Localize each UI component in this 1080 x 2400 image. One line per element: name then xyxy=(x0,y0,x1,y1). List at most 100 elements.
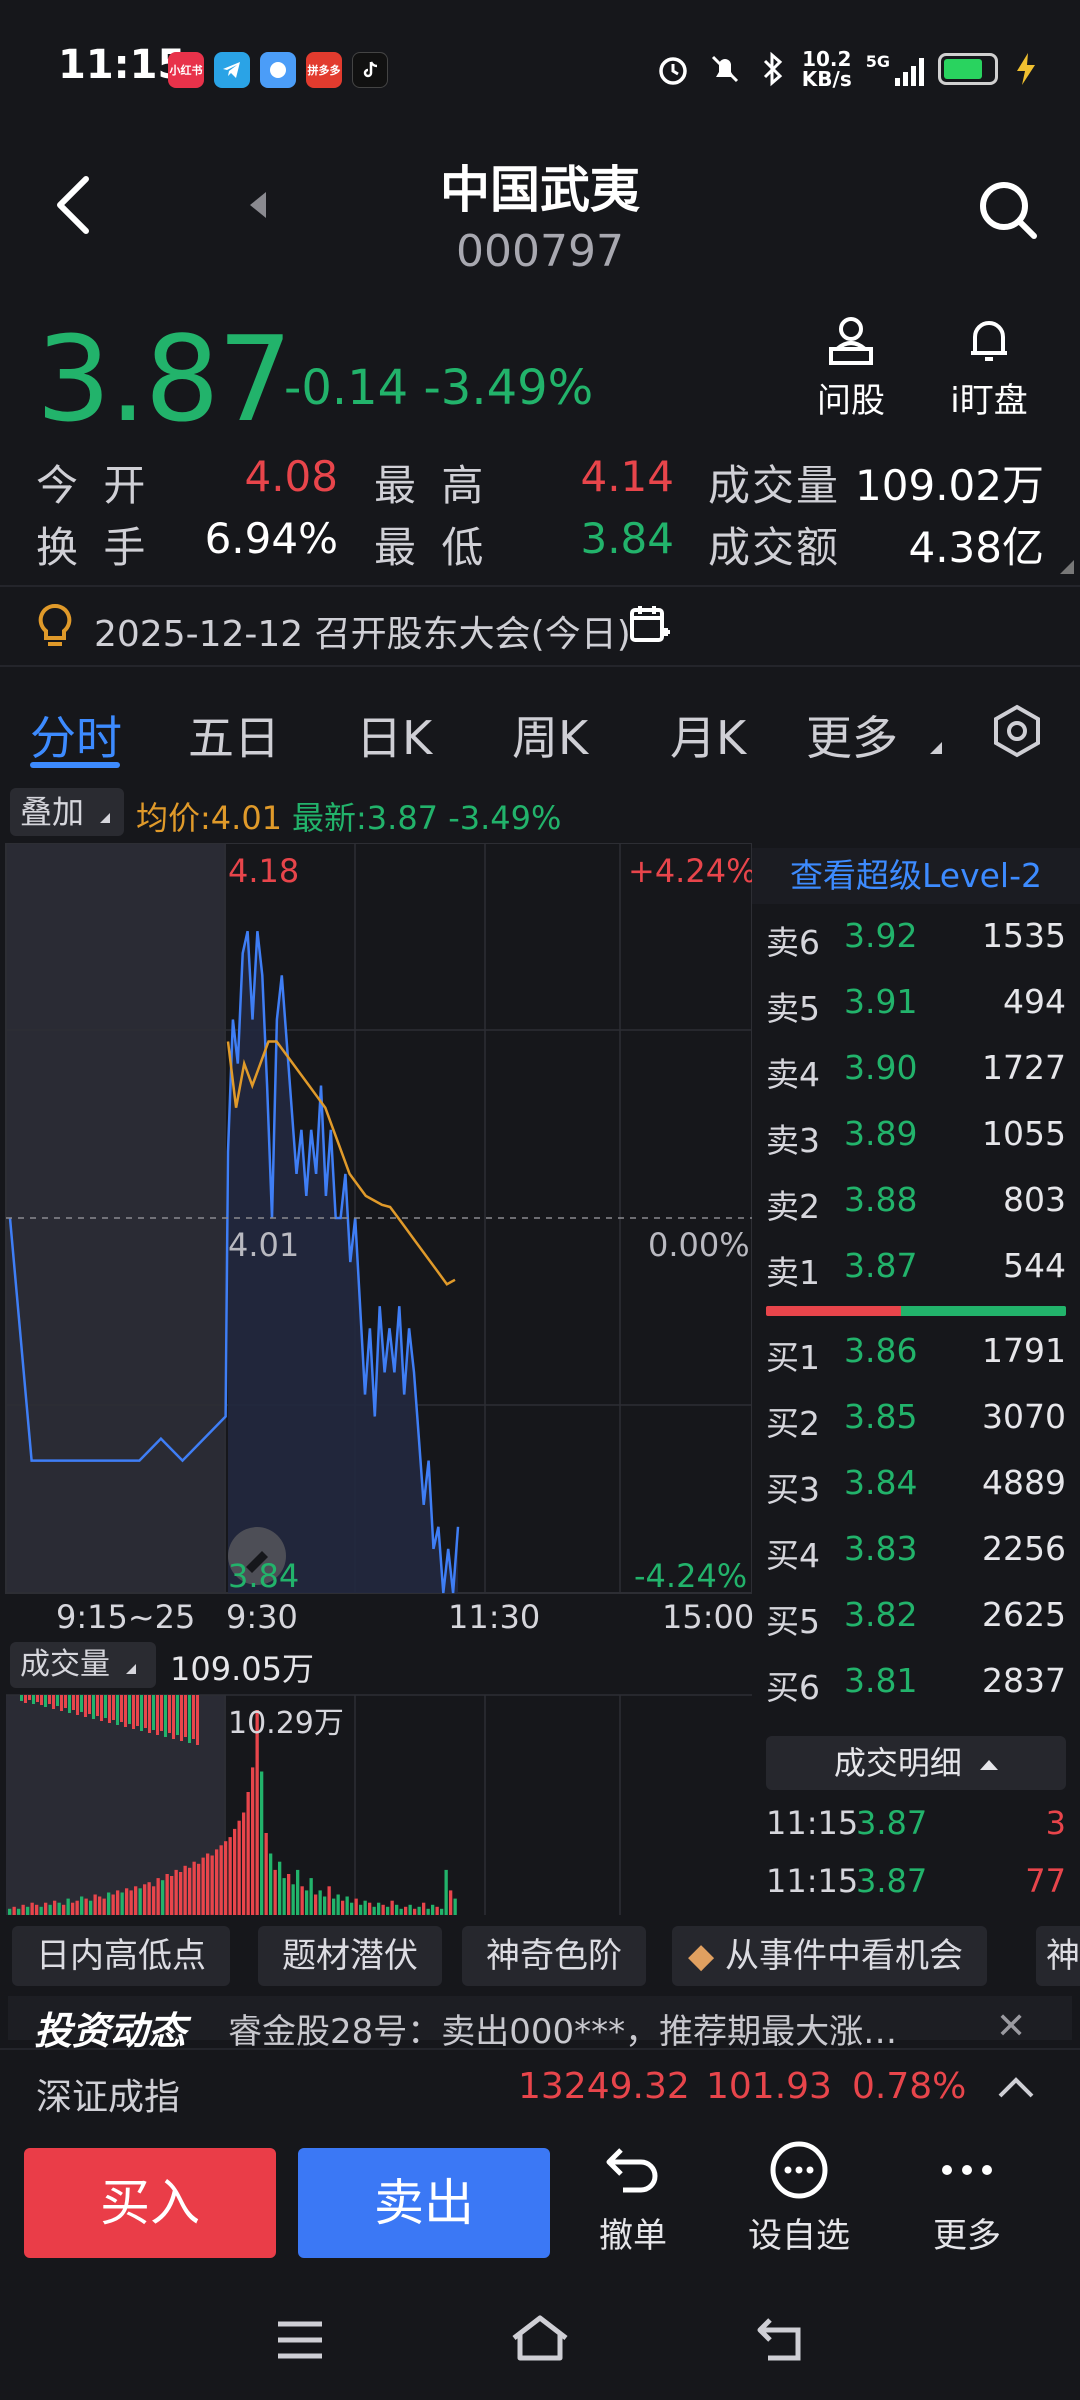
ask-volume: 803 xyxy=(1003,1180,1066,1219)
buy-sell-ratio-bar xyxy=(766,1306,1066,1316)
overlay-dropdown[interactable]: 叠加 xyxy=(10,788,124,836)
expand-corner-icon[interactable] xyxy=(1060,560,1074,574)
volume-bar xyxy=(341,1900,345,1915)
tab-more[interactable]: 更多 xyxy=(806,711,898,765)
tab-five-day[interactable]: 五日 xyxy=(188,711,280,765)
ask-row[interactable]: 卖6 3.92 1535 xyxy=(766,906,1066,972)
tab-weekly-k[interactable]: 周K xyxy=(512,711,589,765)
undo-icon xyxy=(606,2148,658,2193)
calendar-add-icon[interactable] xyxy=(628,602,672,646)
ask-price: 3.87 xyxy=(844,1246,918,1285)
tab-monthly-k[interactable]: 月K xyxy=(670,711,747,765)
volume-bar xyxy=(291,1884,295,1915)
chip-intraday-high-low[interactable]: 日内高低点 xyxy=(12,1926,230,1986)
volume-label: 成交量 xyxy=(708,461,841,510)
ask-row[interactable]: 卖4 3.90 1727 xyxy=(766,1038,1066,1104)
low-label: 最 低 xyxy=(374,523,490,572)
level2-link[interactable]: 查看超级Level-2 xyxy=(752,848,1080,904)
bid-volume: 3070 xyxy=(982,1397,1066,1436)
ask-volume: 1055 xyxy=(982,1114,1066,1153)
back-icon[interactable] xyxy=(50,175,100,235)
volume-bar xyxy=(350,1902,354,1915)
stock-code: 000797 xyxy=(456,226,624,277)
chip-more[interactable]: 神 xyxy=(1036,1926,1080,1986)
bid-row[interactable]: 买3 3.84 4889 xyxy=(766,1453,1066,1519)
volume-bar xyxy=(129,1890,133,1915)
volume-bar xyxy=(282,1878,286,1915)
bid-row[interactable]: 买5 3.82 2625 xyxy=(766,1585,1066,1651)
ask-row[interactable]: 卖3 3.89 1055 xyxy=(766,1104,1066,1170)
volume-bar xyxy=(39,1906,43,1915)
bid-price: 3.83 xyxy=(844,1529,918,1568)
ask-level-label: 卖2 xyxy=(766,1187,820,1226)
high-value: 4.14 xyxy=(580,452,674,501)
chevron-up-icon[interactable] xyxy=(996,2074,1036,2100)
volume-dropdown[interactable]: 成交量 xyxy=(10,1642,156,1688)
more-button[interactable]: 更多 xyxy=(902,2140,1032,2257)
volume-bar xyxy=(66,1898,70,1915)
volume-bar xyxy=(8,1908,12,1915)
bid-row[interactable]: 买4 3.83 2256 xyxy=(766,1519,1066,1585)
volume-bar xyxy=(264,1833,268,1915)
back-nav-icon[interactable] xyxy=(752,2314,808,2364)
volume-bar xyxy=(309,1878,313,1915)
watch-button[interactable]: i盯盘 xyxy=(934,315,1044,422)
cancel-order-button[interactable]: 撤单 xyxy=(568,2140,698,2257)
index-bar[interactable] xyxy=(0,2048,1080,2132)
news-text[interactable]: 睿金股28号：卖出000***，推荐期最大涨… xyxy=(228,2012,898,2052)
ask-row[interactable]: 卖1 3.87 544 xyxy=(766,1236,1066,1302)
intraday-chart[interactable] xyxy=(0,843,752,1915)
sell-button[interactable]: 卖出 xyxy=(298,2148,550,2258)
search-icon[interactable] xyxy=(976,178,1040,242)
volume-bar xyxy=(84,1898,88,1915)
chip-event-opportunity[interactable]: ◆ 从事件中看机会 xyxy=(672,1926,987,1986)
volume-bar xyxy=(377,1902,381,1915)
bid-volume: 2625 xyxy=(982,1595,1066,1634)
volume-bar xyxy=(237,1820,241,1915)
close-icon[interactable]: ✕ xyxy=(996,2006,1027,2047)
alarm-icon xyxy=(659,57,687,85)
tab-intraday[interactable]: 分时 xyxy=(30,711,122,765)
low-value: 3.84 xyxy=(580,514,674,563)
volume-bar xyxy=(404,1906,408,1915)
auction-volume-bar xyxy=(172,1695,175,1739)
auction-volume-bar xyxy=(28,1695,31,1700)
bid-row[interactable]: 买2 3.85 3070 xyxy=(766,1387,1066,1453)
auction-volume-bar xyxy=(196,1695,199,1745)
auction-volume-bar xyxy=(48,1695,51,1704)
trade-detail-header[interactable]: 成交明细 xyxy=(766,1736,1066,1790)
volume-bar xyxy=(111,1894,115,1915)
add-watchlist-button[interactable]: 设自选 xyxy=(734,2140,864,2257)
bid-volume: 1791 xyxy=(982,1331,1066,1370)
volume-bar xyxy=(435,1906,439,1915)
ask-row[interactable]: 卖2 3.88 803 xyxy=(766,1170,1066,1236)
settings-hexagon-icon[interactable] xyxy=(990,704,1044,758)
ask-stock-button[interactable]: 问股 xyxy=(796,315,906,422)
auction-volume-bar xyxy=(136,1695,139,1726)
auction-volume-bar xyxy=(80,1695,83,1712)
home-icon[interactable] xyxy=(508,2312,572,2364)
ask-row[interactable]: 卖5 3.91 494 xyxy=(766,972,1066,1038)
volume-bar xyxy=(413,1908,417,1915)
index-name: 深证成指 xyxy=(36,2077,181,2118)
bid-row[interactable]: 买6 3.81 2837 xyxy=(766,1651,1066,1717)
event-bar[interactable] xyxy=(0,585,1080,667)
buy-button[interactable]: 买入 xyxy=(24,2148,276,2258)
chip-theme-ambush[interactable]: 题材潜伏 xyxy=(258,1926,442,1986)
bid-row[interactable]: 买1 3.86 1791 xyxy=(766,1321,1066,1387)
pinduoduo-icon: 拼多多 xyxy=(306,52,342,88)
news-bar[interactable] xyxy=(8,1996,1072,2040)
auction-volume-bar xyxy=(72,1695,75,1710)
tab-daily-k[interactable]: 日K xyxy=(356,711,433,765)
auction-volume-bar xyxy=(56,1695,59,1706)
volume-bar xyxy=(426,1908,430,1915)
net-speed: 10.2 KB/s xyxy=(801,47,852,91)
volume-bar xyxy=(395,1904,399,1915)
volume-bar xyxy=(35,1904,39,1915)
menu-icon[interactable] xyxy=(274,2318,326,2362)
prev-stock-arrow-icon[interactable] xyxy=(250,192,266,218)
volume-bar xyxy=(296,1869,300,1915)
volume-peak: 10.29万 xyxy=(228,1706,344,1741)
chip-magic-color[interactable]: 神奇色阶 xyxy=(462,1926,646,1986)
auction-volume-bar xyxy=(184,1695,187,1737)
